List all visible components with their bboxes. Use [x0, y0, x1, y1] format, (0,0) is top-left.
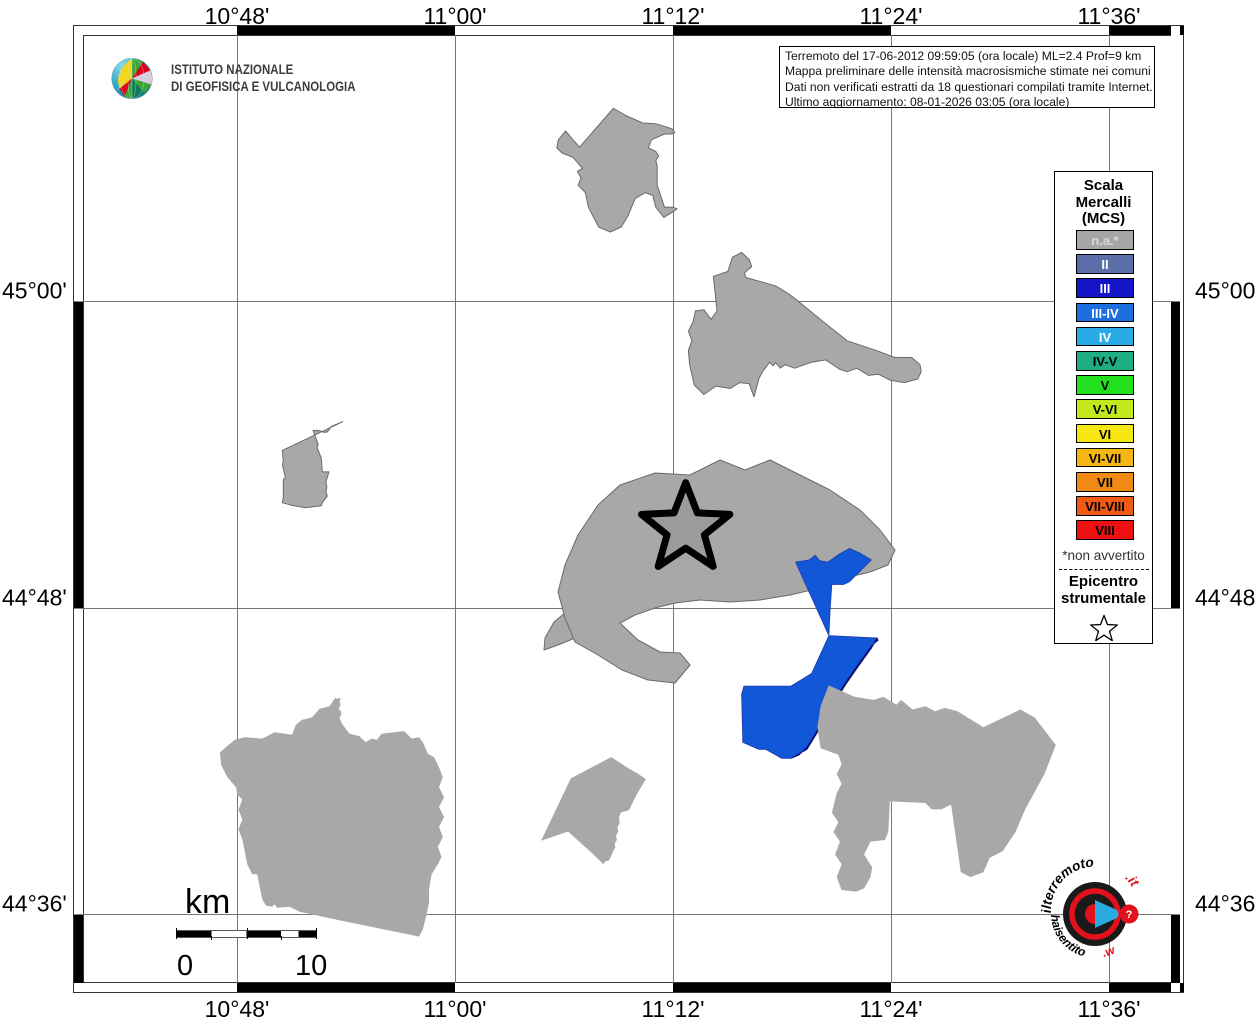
svg-text:?: ? — [1126, 909, 1133, 921]
svg-text:.it: .it — [1123, 870, 1143, 890]
